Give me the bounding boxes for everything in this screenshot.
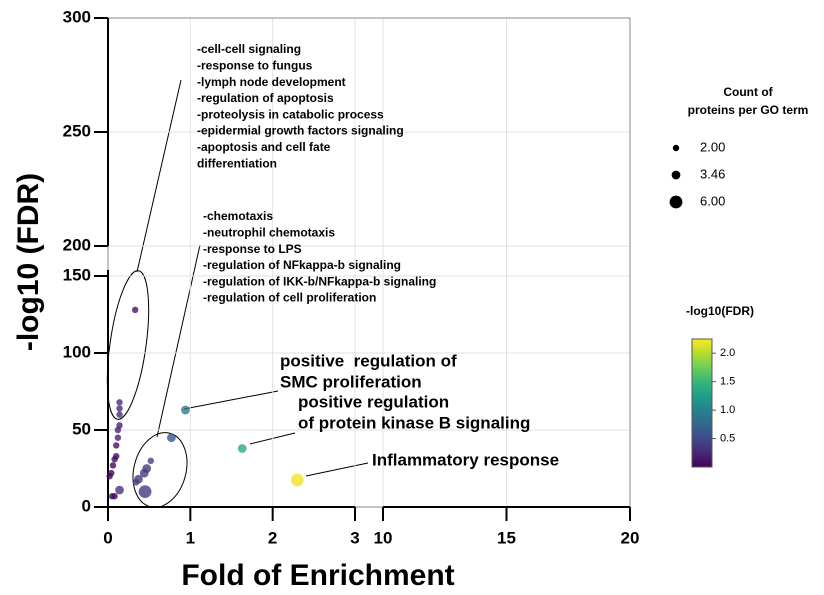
x-tick-label: 20 [621,528,640,547]
x-tick-label: 1 [186,528,195,547]
annotation: -epidermial growth factors signaling [197,124,404,138]
point [138,485,152,498]
leader [183,390,279,410]
colorbar-tick-label: 1.0 [720,404,735,416]
point [181,405,190,415]
leader [156,244,201,438]
point [132,479,140,486]
legend-label: 2.00 [700,139,725,154]
annotation: -regulation of IKK-b/NFkappa-b signaling [203,274,436,288]
annotation: -proteolysis in catabolic process [197,107,384,121]
x-tick-label: 15 [497,528,516,547]
legend-title: Count of [723,85,773,99]
annotation: -regulation of cell proliferation [203,291,376,305]
annotation: -response to fungus [197,58,313,72]
point [139,468,149,478]
annotation: positive regulation of [280,351,457,370]
leader [305,462,369,477]
point [114,434,122,441]
annotation: -neutrophil chemotaxis [203,225,335,239]
y-tick-label: 250 [63,121,91,140]
point [113,442,120,449]
colorbar-tick-label: 1.5 [720,376,735,388]
ellipse [106,270,150,420]
annotation: -response to LPS [203,242,302,256]
point [111,493,118,500]
x-tick-label: 2 [268,528,277,547]
legend-marker [672,144,680,152]
colorbar-title: -log10(FDR) [686,304,754,318]
point [115,485,124,495]
x-tick-label: 0 [103,528,112,547]
x-axis-title: Fold of Enrichment [181,559,454,592]
colorbar-tick-label: 0.5 [720,432,735,444]
point [114,426,122,434]
legend-marker [671,170,681,180]
annotation: -chemotaxis [203,209,273,223]
point [237,444,247,453]
colorbar-tick-label: 2.0 [720,347,735,359]
annotation: -lymph node development [197,75,346,89]
y-tick-label: 100 [63,342,91,361]
point [109,462,117,469]
point [147,457,155,464]
annotation: Inflammatory response [372,450,559,469]
annotation: positive regulation [298,392,449,411]
point [131,306,139,314]
leader [136,79,182,273]
x-tick-label: 10 [374,528,393,547]
y-tick-label: 300 [63,7,91,26]
annotation: -regulation of apoptosis [197,91,334,105]
point [116,399,123,406]
point [167,433,176,443]
ellipse [132,432,188,508]
annotation: -apoptosis and cell fate [197,140,331,154]
point [290,473,304,487]
x-tick-label: 3 [350,528,359,547]
y-tick-label: 50 [72,419,91,438]
annotation: -regulation of NFkappa-b signaling [203,258,401,272]
annotation-shapes [106,79,369,508]
y-tick-label: 200 [63,235,91,254]
point [106,473,113,480]
colorbar [691,338,713,468]
annotation: -cell-cell signaling [197,42,301,56]
legend-label: 6.00 [700,193,725,208]
point [116,411,123,418]
y-tick-label: 0 [82,496,91,515]
annotation: SMC proliferation [280,372,422,391]
legend-label: 3.46 [700,166,725,181]
plot-frame [107,17,631,508]
point [111,456,118,463]
annotation: of protein kinase B signaling [298,413,530,432]
point [116,405,123,412]
legend-marker [669,195,683,209]
legend-title: proteins per GO term [688,103,809,117]
y-axis-title: -log10 (FDR) [12,173,45,351]
y-tick-label: 150 [63,265,91,284]
annotation: differentiation [197,156,277,170]
